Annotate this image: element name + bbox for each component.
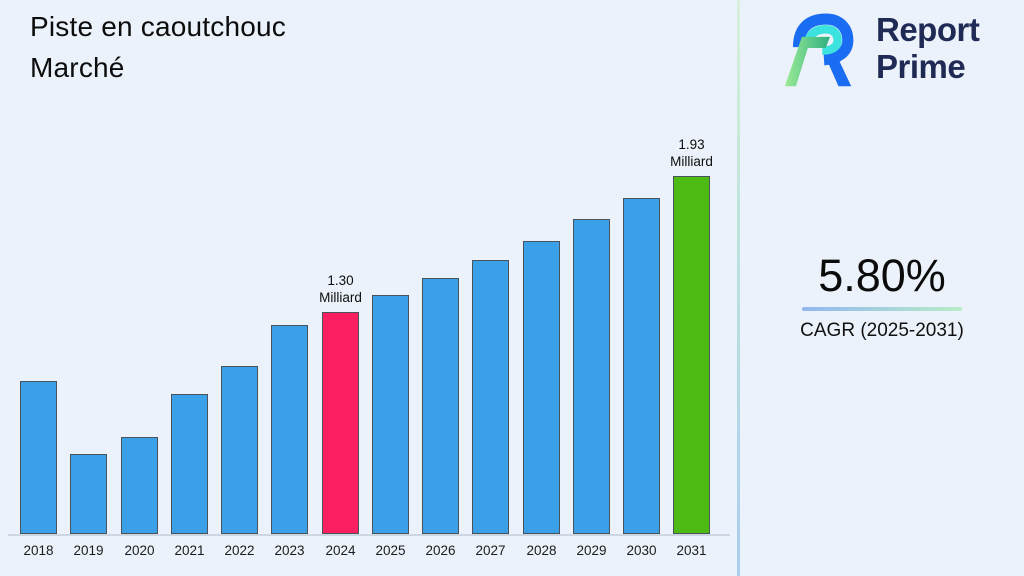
bar-2028 — [523, 241, 560, 534]
brand-name-line2: Prime — [876, 48, 966, 85]
bar-2018 — [20, 381, 57, 534]
brand-name: Report Prime — [876, 11, 980, 85]
bar-2025 — [372, 295, 409, 534]
x-tick-2027: 2027 — [475, 543, 506, 558]
x-tick-2028: 2028 — [526, 543, 557, 558]
x-tick-2031: 2031 — [676, 543, 707, 558]
page-title-line1: Piste en caoutchouc — [30, 11, 286, 42]
bar-label-unit-2024: Milliard — [319, 290, 362, 305]
bar-label-value-2024: 1.30 — [327, 273, 354, 288]
x-tick-2026: 2026 — [425, 543, 456, 558]
page-title-line2: Marché — [30, 52, 125, 83]
brand-name-line1: Report — [876, 11, 980, 48]
bar-2021 — [171, 394, 208, 534]
bar-2022 — [221, 366, 258, 534]
x-tick-2019: 2019 — [73, 543, 104, 558]
x-tick-2029: 2029 — [576, 543, 607, 558]
cagr-panel: 5.80% CAGR (2025-2031) — [740, 252, 1024, 342]
bar-2029 — [573, 219, 610, 534]
x-tick-2020: 2020 — [124, 543, 155, 558]
bar-label-unit-2031: Milliard — [670, 154, 713, 169]
page-title: Piste en caoutchouc Marché — [30, 6, 286, 88]
report-prime-logo-icon — [784, 13, 854, 87]
bar-label-value-2031: 1.93 — [678, 137, 705, 152]
x-tick-2021: 2021 — [174, 543, 205, 558]
bar-label-2031: 1.93 Milliard — [647, 136, 737, 170]
bar-2027 — [472, 260, 509, 534]
x-tick-2022: 2022 — [224, 543, 255, 558]
x-tick-2023: 2023 — [274, 543, 305, 558]
x-tick-2018: 2018 — [23, 543, 54, 558]
cagr-label: CAGR (2025-2031) — [800, 320, 964, 341]
bar-2019 — [70, 454, 107, 534]
brand-logo: Report Prime — [781, 8, 980, 88]
bar-2026 — [422, 278, 459, 534]
x-tick-2030: 2030 — [626, 543, 657, 558]
x-tick-2024: 2024 — [325, 543, 356, 558]
bar-2031 — [673, 176, 710, 534]
panel-divider — [737, 0, 740, 576]
bar-2020 — [121, 437, 158, 534]
bar-2023 — [271, 325, 308, 534]
bar-2030 — [623, 198, 660, 534]
cagr-value: 5.80% — [818, 250, 946, 301]
x-axis-line — [8, 534, 730, 536]
cagr-underline — [802, 307, 962, 311]
bar-label-2024: 1.30 Milliard — [296, 272, 386, 306]
bar-2024 — [322, 312, 359, 534]
x-tick-2025: 2025 — [375, 543, 406, 558]
bar-chart: 2018 2019 2020 2021 2022 2023 2024 2025 2026 2027… — [8, 136, 737, 558]
